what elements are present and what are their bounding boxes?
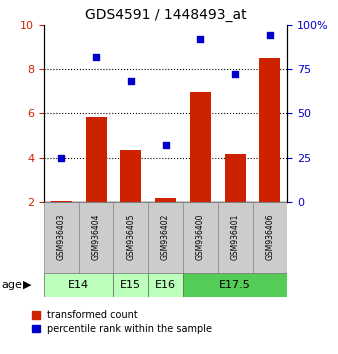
Bar xyxy=(114,202,148,273)
Bar xyxy=(51,201,72,202)
Bar xyxy=(120,150,141,202)
Text: GSM936400: GSM936400 xyxy=(196,214,205,261)
Point xyxy=(93,54,99,59)
Bar xyxy=(218,202,252,273)
Bar xyxy=(155,199,176,202)
Bar xyxy=(44,202,79,273)
Text: age: age xyxy=(2,280,23,290)
Bar xyxy=(86,116,106,202)
Bar xyxy=(225,154,246,202)
Bar xyxy=(44,273,114,297)
Text: E17.5: E17.5 xyxy=(219,280,251,290)
Text: GSM936403: GSM936403 xyxy=(57,214,66,261)
Point xyxy=(128,79,134,84)
Text: GSM936404: GSM936404 xyxy=(92,214,101,261)
Text: E14: E14 xyxy=(68,280,89,290)
Bar xyxy=(190,92,211,202)
Point xyxy=(163,142,168,148)
Title: GDS4591 / 1448493_at: GDS4591 / 1448493_at xyxy=(85,8,246,22)
Point xyxy=(267,33,273,38)
Text: E15: E15 xyxy=(120,280,141,290)
Text: GSM936401: GSM936401 xyxy=(231,214,240,261)
Text: GSM936405: GSM936405 xyxy=(126,214,135,261)
Text: E16: E16 xyxy=(155,280,176,290)
Text: GSM936402: GSM936402 xyxy=(161,214,170,261)
Text: GSM936406: GSM936406 xyxy=(265,214,274,261)
Bar xyxy=(183,273,287,297)
Bar xyxy=(148,273,183,297)
Bar xyxy=(114,273,148,297)
Point xyxy=(233,72,238,77)
Text: ▶: ▶ xyxy=(23,280,31,290)
Point xyxy=(58,155,64,160)
Bar xyxy=(79,202,114,273)
Bar xyxy=(252,202,287,273)
Bar xyxy=(260,58,280,202)
Point xyxy=(198,36,203,42)
Bar xyxy=(183,202,218,273)
Legend: transformed count, percentile rank within the sample: transformed count, percentile rank withi… xyxy=(32,310,213,334)
Bar xyxy=(148,202,183,273)
